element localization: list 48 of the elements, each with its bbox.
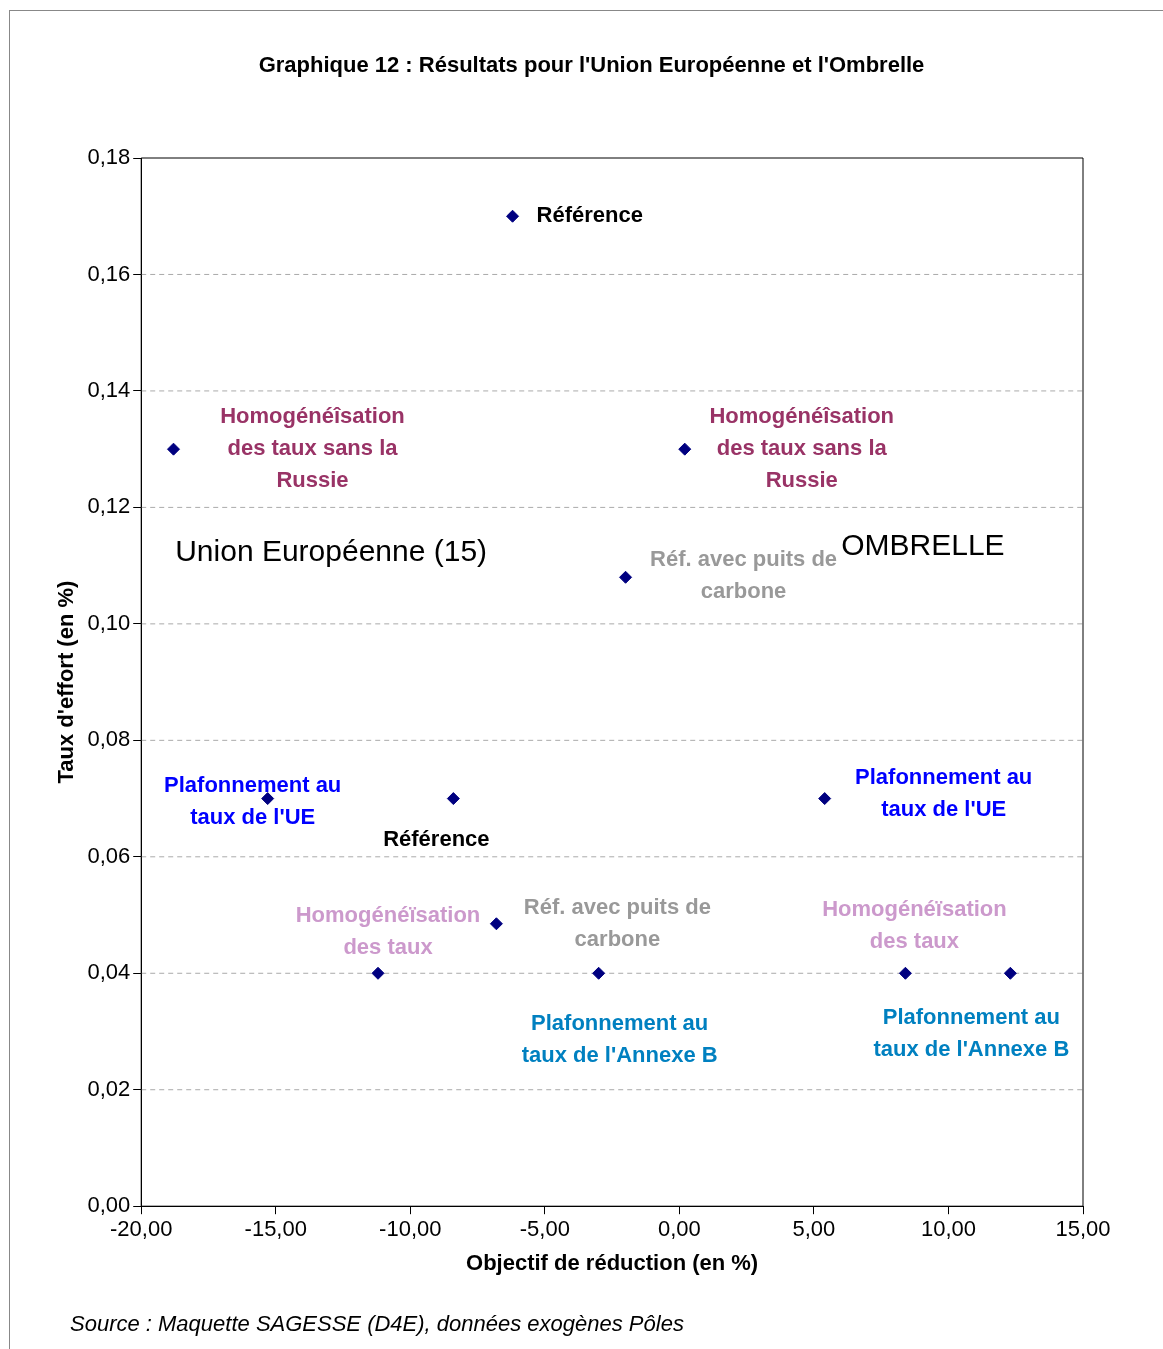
y-tick-label: 0,16 (87, 260, 131, 286)
point (446, 792, 460, 806)
point (592, 966, 606, 980)
point (898, 966, 912, 980)
point (489, 917, 503, 931)
point (619, 570, 633, 584)
annotation: Référence (383, 825, 490, 851)
x-axis-title: Objectif de réduction (en %) (466, 1249, 759, 1275)
y-tick-label: 0,18 (87, 144, 131, 170)
y-tick-label: 0,14 (87, 377, 131, 402)
annotation: OMBRELLE (841, 528, 1005, 562)
y-tick-label: 0,00 (87, 1192, 131, 1218)
point (506, 209, 520, 223)
y-axis-title: Taux d'effort (en %) (53, 580, 79, 784)
annotation: Homogénéïsation des taux (295, 902, 481, 960)
point (1003, 966, 1017, 980)
y-tick-label: 0,12 (87, 493, 131, 519)
annotation: Homogénéîsation des taux sans la Russie (709, 403, 895, 493)
y-tick-label: 0,04 (87, 959, 131, 985)
x-tick-label: -5,00 (519, 1216, 570, 1242)
x-tick-label: -20,00 (110, 1216, 173, 1242)
annotation: Plafonnement au taux de l'UE (855, 763, 1033, 821)
x-tick-label: 0,00 (657, 1216, 701, 1242)
point (818, 792, 832, 806)
y-tick-label: 0,10 (87, 609, 131, 635)
source-note: Source : Maquette SAGESSE (D4E), données exogènes Pôles (70, 1311, 684, 1338)
point (261, 792, 275, 806)
y-tick-label: 0,06 (87, 842, 131, 868)
annotation: Homogénéïsation des taux (822, 896, 1007, 954)
x-tick-label: 10,00 (920, 1216, 976, 1242)
x-tick-label: -15,00 (244, 1216, 307, 1242)
chart-title: Graphique 12 : Résultats pour l'Union Européenne et l'Ombrelle (257, 52, 926, 78)
annotation: Plafonnement au taux de l'Annexe B (521, 1010, 718, 1068)
annotation: Union Européenne (15) (175, 534, 488, 568)
annotation: Plafonnement au taux de l'UE (164, 771, 342, 829)
annotation: Réf. avec puits de carbone (650, 546, 838, 604)
y-tick-label: 0,02 (87, 1075, 131, 1101)
annotation: Référence (536, 202, 643, 228)
annotation: Homogénéîsation des taux sans la Russie (220, 403, 405, 493)
x-tick-label: 5,00 (792, 1216, 836, 1242)
x-tick-label: -10,00 (379, 1216, 442, 1242)
point (678, 442, 692, 456)
point (167, 442, 181, 456)
annotation: Réf. avec puits de carbone (523, 893, 711, 951)
point (371, 966, 385, 980)
y-tick-label: 0,08 (87, 726, 131, 752)
x-tick-label: 15,00 (1055, 1216, 1111, 1242)
annotation: Plafonnement au taux de l'Annexe B (873, 1004, 1070, 1062)
